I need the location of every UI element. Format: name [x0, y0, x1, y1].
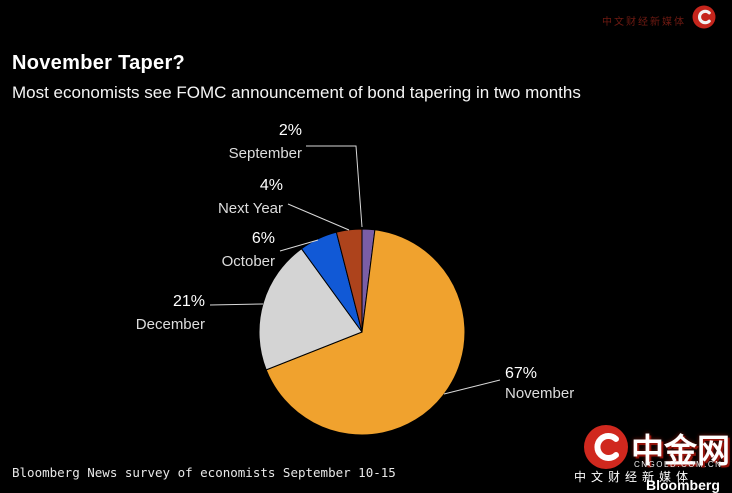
pie-slices [258, 228, 466, 436]
november-label: November [505, 385, 575, 402]
top-watermark-text: 中文财经新媒体 [602, 17, 686, 28]
pie-slice-next-year [335, 228, 363, 333]
september-label: September [228, 145, 302, 162]
october-percent: 6% [251, 230, 275, 247]
callout-september: 2% September [229, 122, 302, 163]
source-note: Bloomberg News survey of economists Sept… [12, 465, 396, 480]
callout-next-year: 4% Next Year [218, 177, 283, 218]
chart-header: November Taper? Most economists see FOMC… [12, 52, 581, 103]
cngold-domain-text: CNGOLD.COM.CN [634, 460, 723, 469]
callout-december: 21% December [136, 293, 205, 334]
leader-line-next-year [287, 203, 350, 231]
leader-line-november [443, 379, 501, 395]
cngold-logo-icon-small [692, 5, 716, 29]
december-label: December [135, 316, 205, 333]
september-percent: 2% [278, 122, 302, 139]
october-label: October [221, 253, 275, 270]
bloomberg-wordmark: Bloomberg [646, 477, 720, 493]
november-percent: 67% [505, 365, 538, 382]
pie-slice-december [258, 248, 363, 371]
pie-slice-november [265, 229, 466, 436]
chart-subtitle: Most economists see FOMC announcement of… [12, 83, 581, 102]
callout-november: 67% November [505, 365, 574, 403]
cngold-tagline-text: 中文财经新媒体 [574, 470, 694, 484]
leader-line-december [209, 303, 264, 306]
next-year-percent: 4% [259, 177, 283, 194]
next-year-label: Next Year [217, 200, 283, 217]
cngold-logo-icon [584, 425, 628, 469]
leader-line-october [279, 239, 319, 252]
chart-title: November Taper? [12, 52, 186, 74]
leader-line-september [306, 145, 363, 228]
callout-october: 6% October [222, 230, 275, 271]
cngold-brand-text: 中金网 [631, 432, 730, 469]
december-percent: 21% [172, 293, 205, 310]
